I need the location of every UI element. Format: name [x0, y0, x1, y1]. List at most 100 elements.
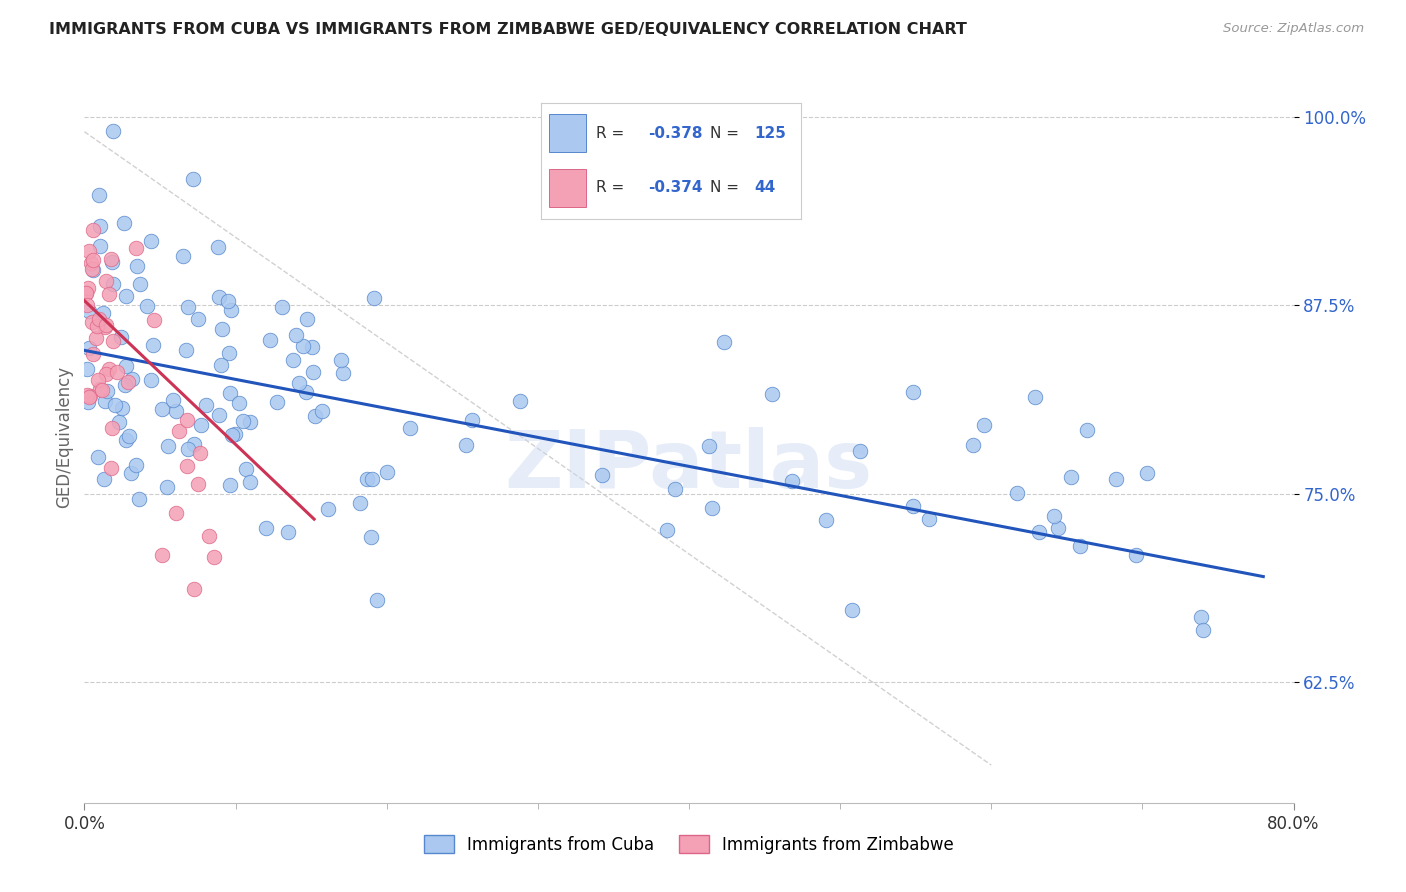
Point [165, 403, 187, 417]
Point [509, 394, 531, 409]
Point [110, 330, 132, 344]
Point [103, 277, 125, 292]
Point [82, 223, 104, 237]
Point [77, 395, 100, 409]
Point [360, 472, 382, 486]
Point [239, 475, 262, 489]
Point [94, 394, 117, 409]
Point [218, 385, 240, 400]
Point [87, 450, 110, 464]
Point [218, 346, 240, 360]
Point [316, 502, 339, 516]
Point [1136, 466, 1159, 480]
Text: IMMIGRANTS FROM CUBA VS IMMIGRANTS FROM ZIMBABWE GED/EQUIVALENCY CORRELATION CHA: IMMIGRANTS FROM CUBA VS IMMIGRANTS FROM … [49, 22, 967, 37]
Point [86, 373, 108, 387]
Point [207, 408, 229, 422]
Point [150, 548, 173, 562]
Point [143, 313, 166, 327]
Legend: Immigrants from Cuba, Immigrants from Zimbabwe: Immigrants from Cuba, Immigrants from Zi… [418, 829, 960, 860]
Point [198, 529, 221, 543]
Point [304, 409, 326, 423]
Point [77, 341, 100, 355]
Point [1192, 624, 1215, 638]
Point [82, 315, 104, 329]
Point [108, 415, 131, 429]
Text: -0.378: -0.378 [648, 126, 703, 141]
Point [136, 300, 159, 314]
Point [141, 372, 163, 386]
Point [187, 312, 209, 326]
Point [82, 252, 104, 267]
Point [1028, 525, 1050, 540]
Point [349, 496, 371, 510]
Point [76, 361, 98, 376]
Point [103, 334, 125, 348]
Text: -0.374: -0.374 [648, 180, 703, 195]
Point [1125, 548, 1147, 562]
Point [849, 444, 872, 458]
Point [177, 300, 200, 314]
Point [89, 219, 111, 234]
Point [270, 300, 292, 314]
Text: 44: 44 [755, 180, 776, 195]
Point [94, 367, 117, 381]
Point [150, 402, 173, 417]
Point [125, 458, 148, 472]
Point [107, 365, 129, 379]
Point [87, 312, 110, 326]
Point [761, 386, 783, 401]
Point [183, 582, 205, 597]
Point [363, 291, 385, 305]
Point [117, 375, 139, 389]
Point [101, 254, 124, 268]
Point [93, 472, 115, 486]
Point [79, 255, 101, 269]
Point [207, 290, 229, 304]
Point [94, 274, 117, 288]
Point [98, 362, 121, 376]
Point [84, 331, 107, 345]
Point [217, 293, 239, 308]
Point [157, 439, 180, 453]
Text: Source: ZipAtlas.com: Source: ZipAtlas.com [1223, 22, 1364, 36]
Point [224, 427, 246, 442]
Point [356, 472, 378, 486]
Point [177, 442, 200, 456]
Point [167, 424, 190, 438]
Point [101, 421, 124, 435]
Point [311, 404, 333, 418]
Point [91, 383, 114, 397]
Point [91, 306, 114, 320]
Point [780, 475, 803, 489]
Point [77, 304, 100, 318]
Point [918, 512, 941, 526]
Point [232, 414, 254, 428]
Point [115, 288, 138, 302]
Point [82, 262, 104, 277]
Point [973, 417, 995, 432]
Point [281, 353, 304, 368]
Point [127, 259, 149, 273]
Point [77, 244, 100, 259]
Point [295, 385, 318, 400]
Point [697, 439, 720, 453]
Point [901, 385, 924, 400]
Point [183, 437, 205, 451]
Point [94, 318, 117, 332]
Point [398, 421, 420, 435]
Point [176, 413, 198, 427]
Point [82, 262, 104, 277]
Point [75, 286, 97, 301]
Point [592, 468, 614, 483]
Point [89, 239, 111, 253]
Point [218, 478, 240, 492]
Point [962, 438, 984, 452]
Point [815, 513, 838, 527]
Point [277, 525, 299, 540]
Point [97, 287, 120, 301]
Point [128, 491, 150, 506]
Point [1069, 539, 1091, 553]
Point [221, 428, 243, 442]
Point [1189, 610, 1212, 624]
Point [901, 499, 924, 513]
